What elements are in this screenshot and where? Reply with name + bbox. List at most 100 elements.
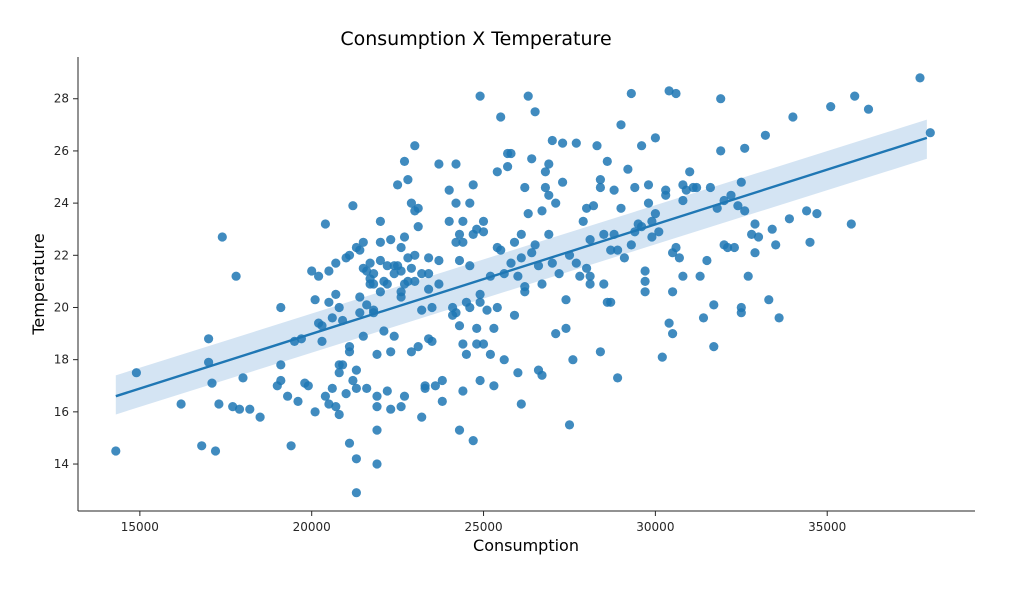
data-point <box>472 323 482 333</box>
data-point <box>293 396 303 406</box>
data-point <box>386 347 396 357</box>
data-point <box>403 175 413 185</box>
data-point <box>506 148 516 159</box>
data-point <box>434 255 444 266</box>
data-point <box>176 399 186 409</box>
data-point <box>478 216 489 226</box>
data-point <box>399 156 410 166</box>
x-tick-label: 25000 <box>464 520 502 534</box>
data-point <box>692 182 702 193</box>
data-point <box>461 349 471 359</box>
data-point <box>372 391 382 401</box>
data-point <box>283 391 293 401</box>
data-point <box>668 329 678 339</box>
data-point <box>678 271 688 281</box>
data-point <box>406 263 416 273</box>
data-point <box>475 289 485 299</box>
data-point <box>540 182 551 193</box>
x-tick-label: 30000 <box>636 520 674 534</box>
data-point <box>805 237 815 247</box>
data-point <box>527 154 537 164</box>
data-point <box>434 279 444 289</box>
data-point <box>544 190 554 200</box>
data-point <box>331 258 341 268</box>
data-point <box>204 334 214 344</box>
data-point <box>626 88 636 99</box>
data-point <box>413 203 423 213</box>
data-point <box>413 222 423 232</box>
data-point <box>355 308 365 318</box>
data-point <box>355 292 365 302</box>
data-point <box>338 360 348 370</box>
data-point <box>362 383 372 393</box>
data-point <box>379 326 389 336</box>
data-point <box>571 138 581 148</box>
data-point <box>671 88 681 99</box>
data-point <box>740 206 750 216</box>
data-point <box>643 198 654 208</box>
data-point <box>509 237 520 247</box>
data-point <box>386 235 396 245</box>
data-point <box>537 370 547 380</box>
data-point <box>599 229 609 239</box>
data-point <box>561 323 571 333</box>
data-point <box>344 250 355 260</box>
data-point <box>403 276 413 286</box>
data-point <box>217 232 227 242</box>
data-point <box>396 287 406 297</box>
data-point <box>334 302 344 313</box>
data-point <box>640 266 650 276</box>
data-point <box>348 201 358 211</box>
data-point <box>372 459 382 469</box>
data-point <box>846 219 856 229</box>
regression-line-layer <box>115 136 928 398</box>
data-point <box>616 203 626 213</box>
data-point <box>245 404 255 414</box>
data-point <box>661 185 671 195</box>
data-point <box>314 271 324 281</box>
data-point <box>454 255 465 266</box>
data-point <box>520 182 530 193</box>
data-point <box>540 167 551 177</box>
data-point <box>554 269 564 279</box>
data-point <box>606 245 616 255</box>
data-point <box>458 216 468 226</box>
data-point <box>451 308 461 318</box>
data-point <box>547 258 557 268</box>
data-point <box>375 237 385 247</box>
data-point <box>331 402 341 412</box>
data-point <box>561 295 571 305</box>
x-axis-title: Consumption <box>473 536 579 555</box>
data-point <box>740 143 750 153</box>
regression-line <box>115 136 928 398</box>
data-point <box>630 182 640 193</box>
data-point <box>613 373 623 383</box>
data-point <box>764 295 774 305</box>
data-point <box>451 237 461 247</box>
data-point <box>320 391 330 401</box>
data-point <box>582 203 592 213</box>
data-point <box>489 381 499 391</box>
data-point <box>358 331 368 341</box>
data-point <box>736 302 746 313</box>
data-point <box>472 339 482 349</box>
y-axis-ticks: 14 16 18 20 22 24 26 28 <box>54 92 78 471</box>
data-point <box>406 347 416 357</box>
data-point <box>599 279 609 289</box>
data-point <box>324 297 334 307</box>
data-point <box>410 250 420 260</box>
data-point <box>863 104 874 114</box>
data-point <box>372 402 382 412</box>
data-point <box>767 224 777 234</box>
data-point <box>674 253 685 263</box>
data-point <box>389 269 399 279</box>
data-point <box>307 266 317 276</box>
y-tick-label: 20 <box>54 300 69 314</box>
data-point <box>406 198 416 208</box>
data-point <box>616 120 626 130</box>
data-point <box>750 248 760 258</box>
data-point <box>465 198 475 208</box>
data-point <box>564 420 575 430</box>
data-point <box>492 167 502 177</box>
data-point <box>513 271 523 281</box>
